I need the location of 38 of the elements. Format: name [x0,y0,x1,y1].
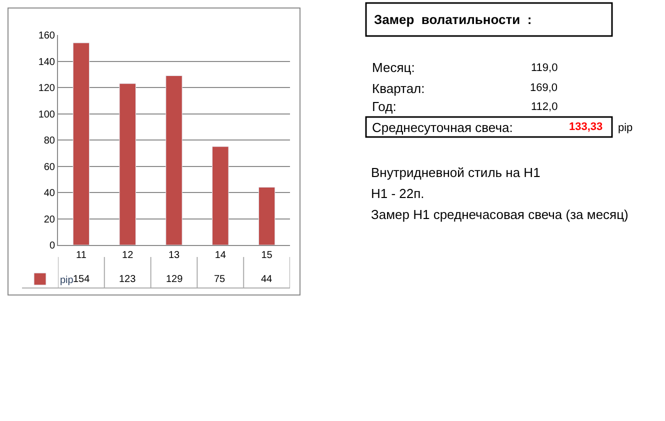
text: Замер H1 среднечасовая свеча (за месяц) [371,207,628,222]
x-tick-label: 12 [122,250,134,261]
y-tick-label: 20 [44,214,56,226]
y-tick-label: 60 [44,162,56,173]
text: 133,33 [569,121,603,133]
bar [258,187,276,245]
y-tick-label: 120 [38,83,56,94]
text: 112,0 [531,101,558,113]
bar [212,146,229,245]
text: Квартал: [372,81,425,96]
y-tick-label: 0 [49,240,56,252]
text: 119,0 [531,62,558,74]
text: pip [618,122,633,134]
x-tick-label: 14 [214,250,226,261]
text: Месяц: [372,60,415,75]
y-tick-label: 100 [38,109,56,120]
text: Среднесуточная свеча: [372,120,513,135]
text: H1 - 22п. [371,186,424,201]
text: Внутридневной стиль на H1 [371,165,540,180]
legend-label: pip [60,274,74,286]
text: 169,0 [530,82,558,94]
x-tick-label: 15 [261,250,273,261]
y-tick-label: 80 [44,136,56,146]
data-label: 44 [261,274,273,285]
data-label: 123 [119,274,136,285]
data-label: 129 [166,274,184,285]
bar [72,42,90,245]
y-tick-label: 140 [38,56,56,68]
y-tick-label: 40 [44,188,56,199]
x-tick-label: 13 [168,250,180,261]
bar [166,75,182,245]
bar [119,83,136,245]
x-tick-label: 11 [76,250,87,261]
y-tick-label: 160 [38,30,56,42]
data-label: 154 [73,274,90,285]
text: Год: [372,99,396,114]
data-label: 75 [214,274,226,285]
text: Замер волатильности : [374,12,532,27]
